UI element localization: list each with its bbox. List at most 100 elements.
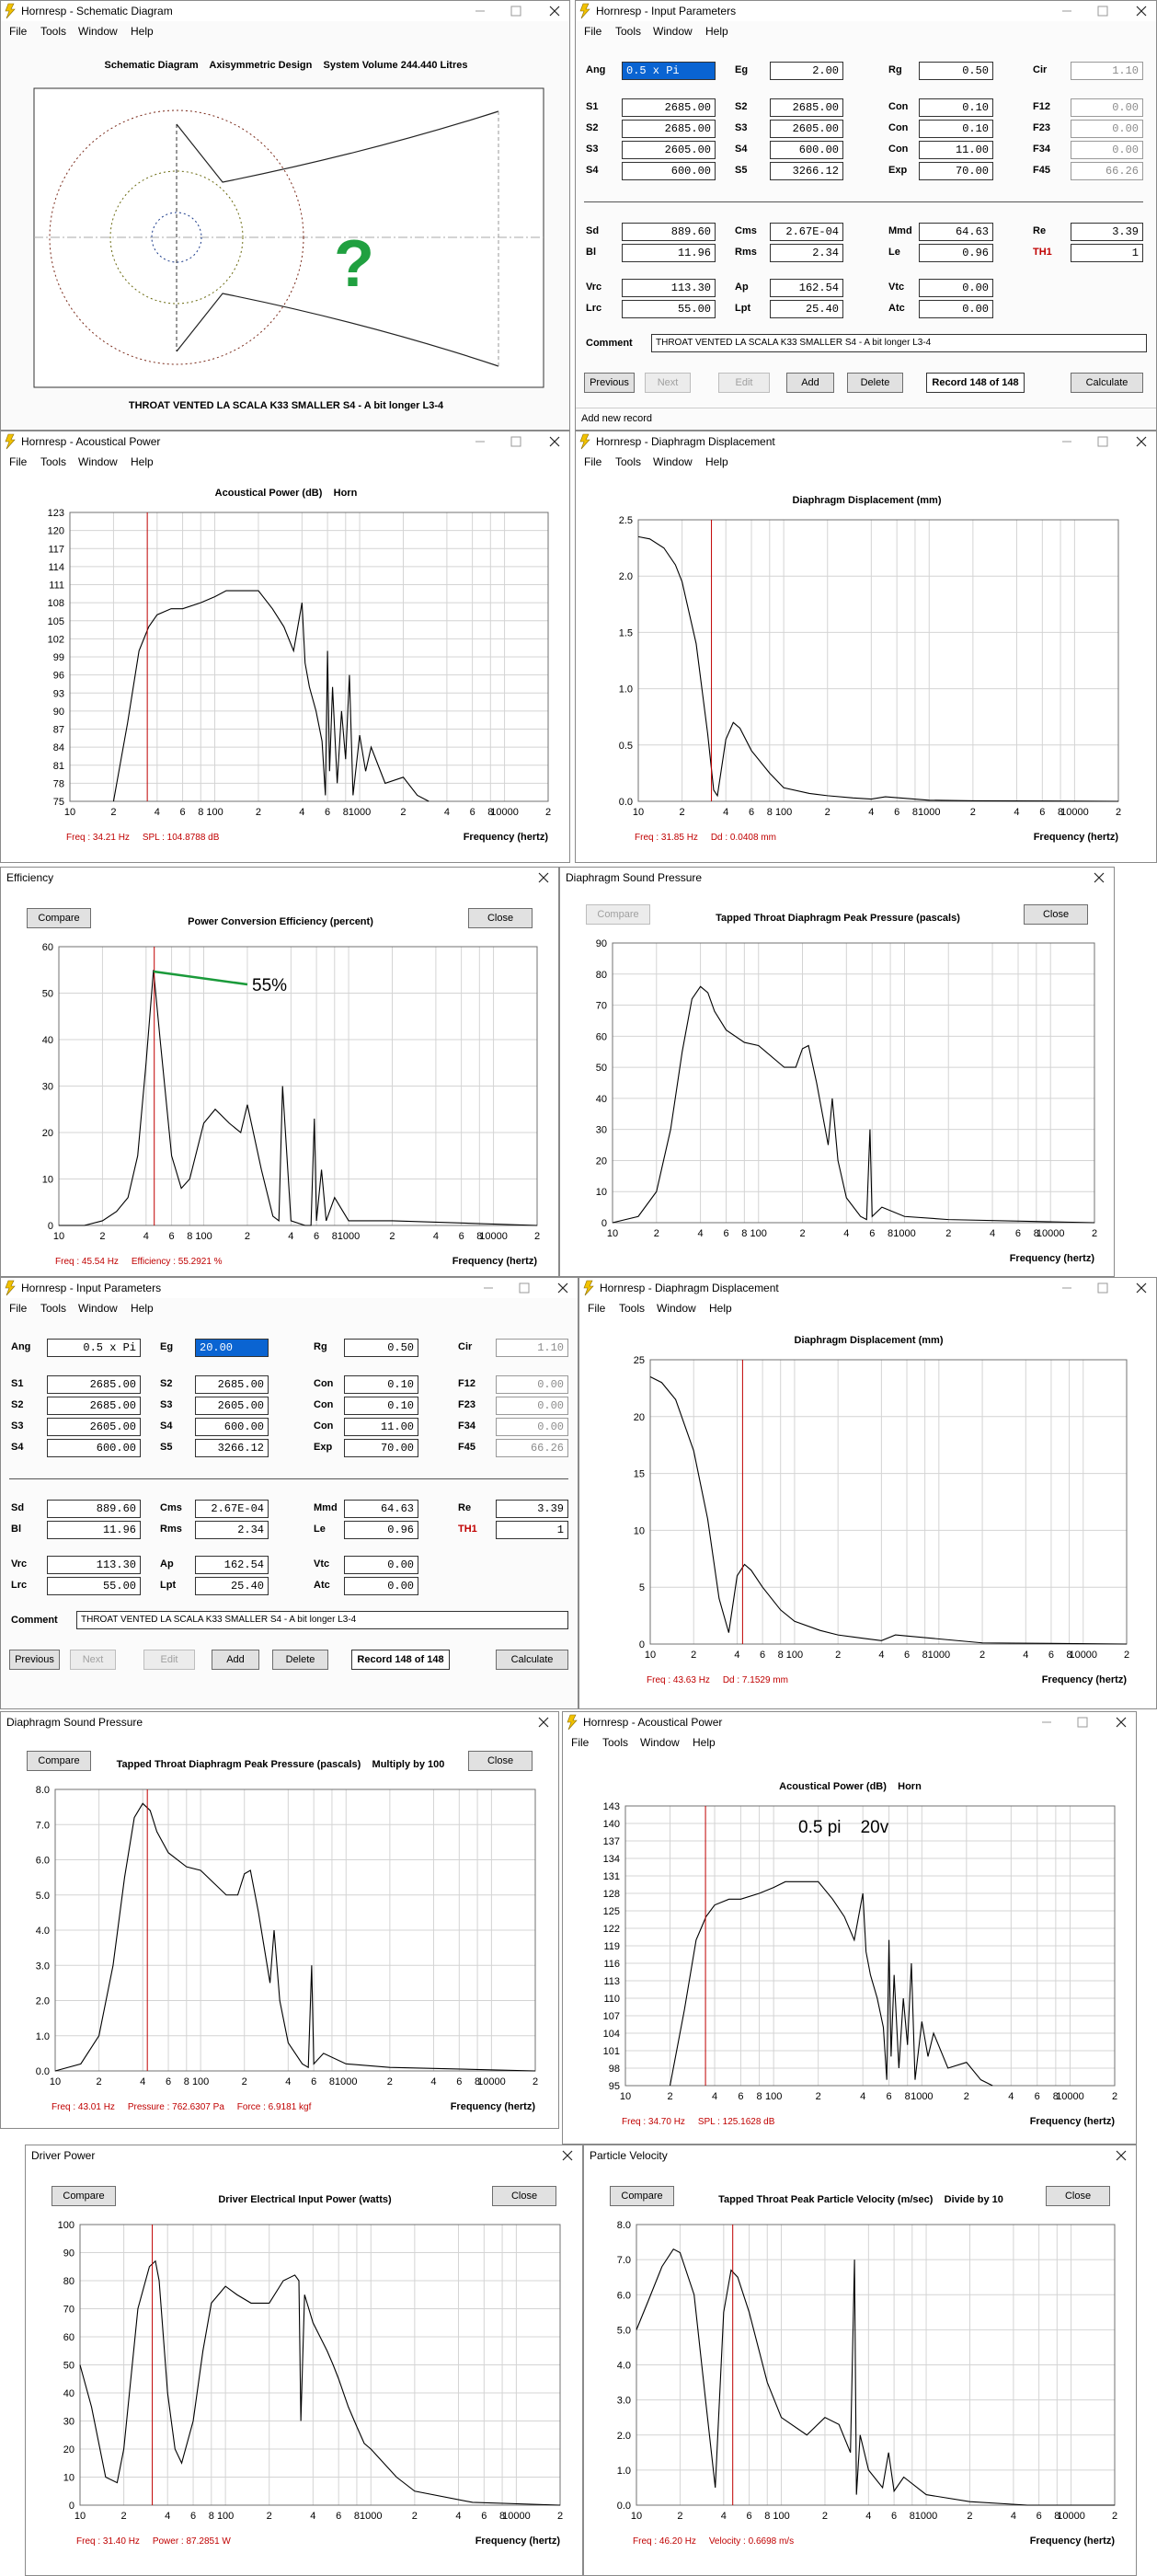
button[interactable]: Compare — [52, 2186, 116, 2206]
field-value[interactable]: 600.00 — [47, 1439, 141, 1457]
button[interactable]: Close — [468, 908, 533, 928]
field-value[interactable]: 0.00 — [344, 1556, 418, 1574]
menu-item[interactable]: Window — [78, 1302, 118, 1315]
menu-item[interactable]: Help — [705, 25, 728, 38]
field-value[interactable]: 25.40 — [770, 300, 843, 318]
comment-box[interactable]: THROAT VENTED LA SCALA K33 SMALLER S4 - … — [76, 1611, 568, 1629]
maximize-button[interactable] — [1097, 436, 1108, 447]
button[interactable]: Calculate — [496, 1650, 568, 1670]
close-button[interactable] — [1094, 872, 1105, 883]
maximize-button[interactable] — [1077, 1717, 1088, 1728]
menu-item[interactable]: Tools — [40, 25, 67, 38]
field-value[interactable]: 3266.12 — [770, 162, 843, 180]
menu-item[interactable]: Window — [640, 1736, 680, 1749]
menu-item[interactable]: Tools — [615, 25, 642, 38]
field-value[interactable]: 600.00 — [770, 141, 843, 159]
menu-item[interactable]: Window — [653, 455, 693, 468]
field-value[interactable]: 70.00 — [919, 162, 993, 180]
field-value[interactable]: 2.34 — [770, 244, 843, 262]
menu-item[interactable]: Tools — [40, 1302, 67, 1315]
button[interactable]: Add — [786, 373, 834, 393]
field-value[interactable]: 64.63 — [919, 223, 993, 241]
menu-item[interactable]: Help — [705, 455, 728, 468]
menu-item[interactable]: File — [588, 1302, 606, 1315]
menu-item[interactable]: Tools — [602, 1736, 629, 1749]
field-value[interactable]: 0.10 — [919, 98, 993, 117]
field-value[interactable]: 889.60 — [47, 1500, 141, 1518]
field-value[interactable]: 2605.00 — [47, 1418, 141, 1436]
field-value[interactable]: 1 — [496, 1521, 568, 1539]
close-button[interactable] — [1116, 1717, 1127, 1728]
close-button[interactable] — [549, 436, 560, 447]
field-value[interactable]: 0.50 — [344, 1339, 418, 1357]
menu-item[interactable]: Help — [131, 455, 154, 468]
button[interactable]: Compare — [27, 1751, 91, 1771]
field-value[interactable]: 2605.00 — [622, 141, 716, 159]
maximize-button[interactable] — [510, 6, 521, 17]
close-button[interactable] — [1136, 6, 1147, 17]
menu-item[interactable]: Help — [131, 1302, 154, 1315]
menu-item[interactable]: Tools — [40, 455, 67, 468]
field-value[interactable]: 2605.00 — [195, 1397, 269, 1415]
field-value[interactable]: 25.40 — [195, 1577, 269, 1595]
menu-item[interactable]: File — [9, 455, 28, 468]
menu-item[interactable]: Help — [693, 1736, 716, 1749]
field-value[interactable]: 162.54 — [770, 279, 843, 297]
field-value[interactable]: 0.5 x Pi — [622, 62, 716, 80]
field-value[interactable]: 0.96 — [344, 1521, 418, 1539]
field-value[interactable]: 55.00 — [622, 300, 716, 318]
field-value[interactable]: 2685.00 — [47, 1397, 141, 1415]
field-value[interactable]: 55.00 — [47, 1577, 141, 1595]
menu-item[interactable]: Window — [78, 455, 118, 468]
maximize-button[interactable] — [1097, 1282, 1108, 1294]
field-value[interactable]: 2685.00 — [195, 1375, 269, 1394]
button[interactable]: Compare — [27, 908, 91, 928]
field-value[interactable]: 2605.00 — [770, 120, 843, 138]
field-value[interactable]: 2685.00 — [47, 1375, 141, 1394]
button[interactable]: Add — [212, 1650, 259, 1670]
field-value[interactable]: 0.50 — [919, 62, 993, 80]
button[interactable]: Close — [492, 2186, 556, 2206]
field-value[interactable]: 2.00 — [770, 62, 843, 80]
field-value[interactable]: 600.00 — [622, 162, 716, 180]
close-button[interactable] — [562, 2150, 573, 2161]
menu-item[interactable]: Help — [131, 25, 154, 38]
field-value[interactable]: 3.39 — [496, 1500, 568, 1518]
field-value[interactable]: 0.00 — [919, 279, 993, 297]
comment-box[interactable]: THROAT VENTED LA SCALA K33 SMALLER S4 - … — [651, 334, 1147, 352]
menu-item[interactable]: Window — [657, 1302, 696, 1315]
field-value[interactable]: 11.96 — [47, 1521, 141, 1539]
field-value[interactable]: 2.67E-04 — [770, 223, 843, 241]
field-value[interactable]: 11.00 — [919, 141, 993, 159]
menu-item[interactable]: File — [571, 1736, 590, 1749]
field-value[interactable]: 2685.00 — [770, 98, 843, 117]
field-value[interactable]: 3266.12 — [195, 1439, 269, 1457]
button[interactable]: Close — [1024, 904, 1088, 925]
maximize-button[interactable] — [519, 1282, 530, 1294]
field-value[interactable]: 0.00 — [919, 300, 993, 318]
field-value[interactable]: 162.54 — [195, 1556, 269, 1574]
field-value[interactable]: 0.10 — [919, 120, 993, 138]
menu-item[interactable]: Tools — [615, 455, 642, 468]
field-value[interactable]: 0.00 — [344, 1577, 418, 1595]
field-value[interactable]: 3.39 — [1071, 223, 1143, 241]
button[interactable]: Previous — [584, 373, 635, 393]
menu-item[interactable]: Help — [709, 1302, 732, 1315]
menu-item[interactable]: Tools — [619, 1302, 646, 1315]
menu-item[interactable]: File — [584, 455, 602, 468]
menu-item[interactable]: File — [584, 25, 602, 38]
field-value[interactable]: 2685.00 — [622, 120, 716, 138]
field-value[interactable]: 2.67E-04 — [195, 1500, 269, 1518]
field-value[interactable]: 70.00 — [344, 1439, 418, 1457]
button[interactable]: Calculate — [1071, 373, 1143, 393]
button[interactable]: Previous — [9, 1650, 60, 1670]
menu-item[interactable]: File — [9, 1302, 28, 1315]
button[interactable]: Compare — [610, 2186, 674, 2206]
button[interactable]: Close — [468, 1751, 533, 1771]
close-button[interactable] — [1136, 1282, 1147, 1294]
close-button[interactable] — [549, 6, 560, 17]
field-value[interactable]: 113.30 — [622, 279, 716, 297]
close-button[interactable] — [1116, 2150, 1127, 2161]
field-value[interactable]: 600.00 — [195, 1418, 269, 1436]
menu-item[interactable]: Window — [653, 25, 693, 38]
